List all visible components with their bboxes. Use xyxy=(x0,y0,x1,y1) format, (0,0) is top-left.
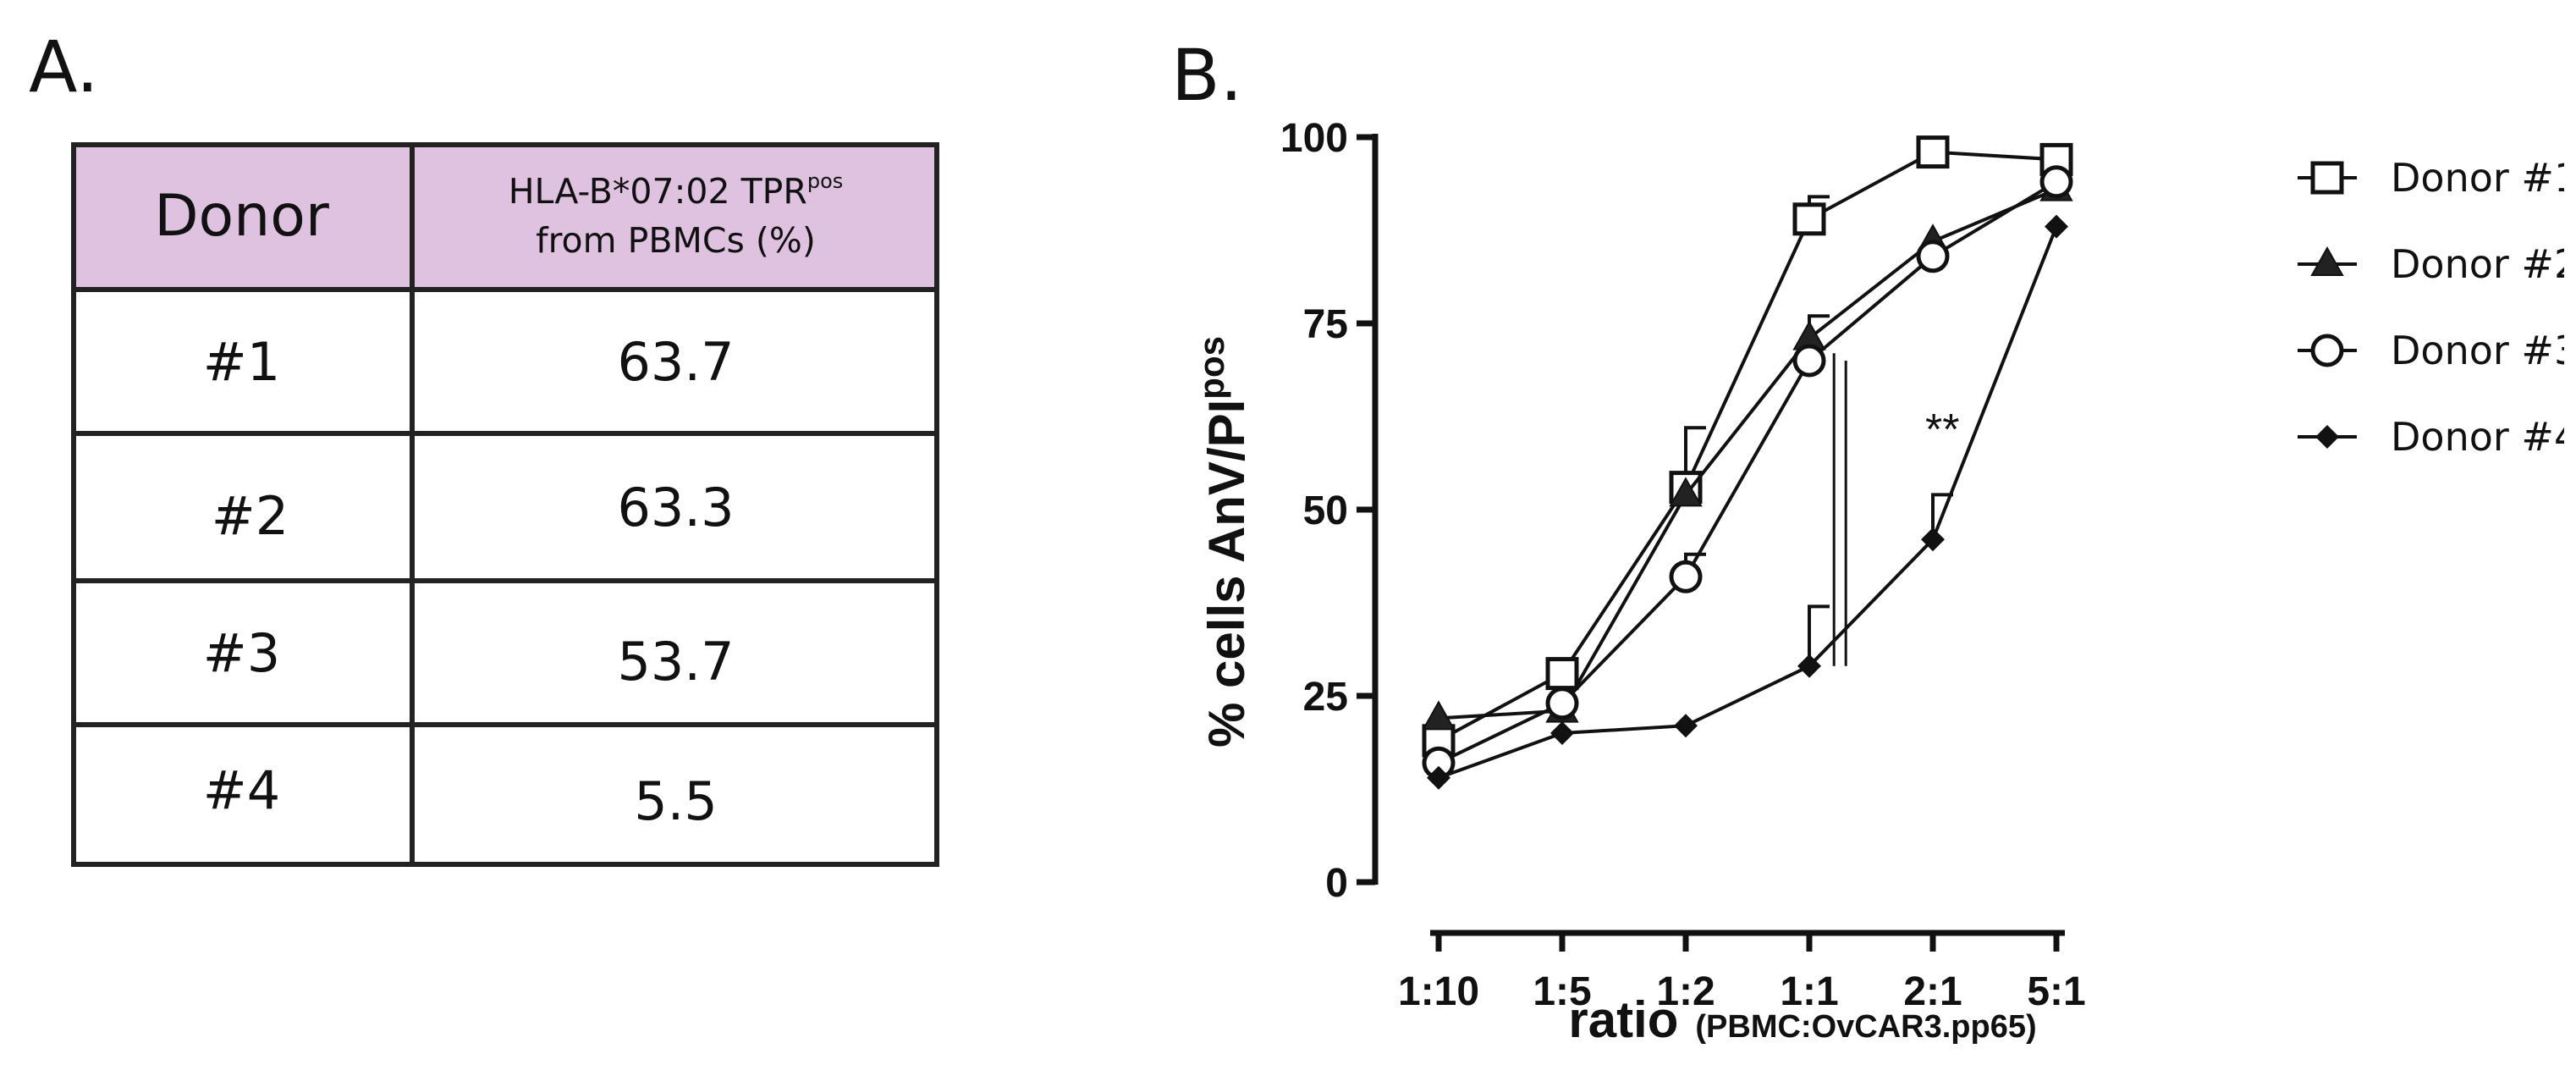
chart-ticks: 0 25 50 75 100 1:10 1:5 1:2 1:1 2:1 5:1 xyxy=(1280,116,2086,1014)
table-header-row: Donor HLA-B*07:02 TPRpos from PBMCs (%) xyxy=(71,142,939,290)
donor-value: 63.3 xyxy=(617,476,735,538)
table-row: #2 63.3 xyxy=(71,433,939,581)
x-axis-label-main: ratio xyxy=(1568,991,1678,1048)
chart-axes xyxy=(1372,134,2065,936)
y-tick-label: 0 xyxy=(1325,861,1348,906)
series-line xyxy=(1438,150,2057,742)
series-4 xyxy=(1427,214,2068,790)
legend-item: Donor #3 xyxy=(2298,328,2564,373)
table-divider xyxy=(71,287,939,292)
legend-marker xyxy=(2315,425,2339,449)
x-tick-label: 1:5 xyxy=(1533,969,1591,1014)
data-point xyxy=(1792,202,1826,236)
data-point xyxy=(1545,657,1579,691)
x-tick-label: 5:1 xyxy=(2027,969,2085,1014)
series-line xyxy=(1438,187,2057,720)
y-axis-label-main: % cells AnV/PI xyxy=(1198,400,1255,748)
header-donor: Donor xyxy=(71,142,412,290)
data-point xyxy=(1545,687,1579,720)
series-line xyxy=(1438,180,2058,765)
data-point xyxy=(1916,135,1950,169)
legend-label: Donor #1 xyxy=(2391,155,2564,201)
table-row: #1 63.7 xyxy=(71,290,939,433)
donor-value: 5.5 xyxy=(634,770,718,832)
data-point xyxy=(1669,560,1703,593)
table-divider xyxy=(71,431,939,436)
donor-id: #2 xyxy=(211,484,289,547)
series-line xyxy=(1438,225,2058,780)
table-border-right xyxy=(934,142,939,867)
x-tick-label: 1:2 xyxy=(1656,969,1715,1014)
table-border-top xyxy=(71,142,939,147)
legend-item: Donor #1 xyxy=(2298,155,2564,201)
header-tpr-sup: pos xyxy=(806,169,844,193)
data-point xyxy=(2045,214,2068,239)
data-point xyxy=(1916,240,1950,273)
header-tpr-line1: HLA-B*07:02 TPR xyxy=(508,171,807,212)
legend-marker xyxy=(2310,246,2344,276)
x-tick-label: 1:10 xyxy=(1398,969,1479,1014)
table-column-divider xyxy=(410,142,415,867)
y-axis-label-sup: pos xyxy=(1192,336,1231,400)
data-point xyxy=(1674,714,1698,738)
legend-label: Donor #3 xyxy=(2391,328,2564,373)
table-row: #3 53.7 xyxy=(71,581,939,725)
panel-a-label: A. xyxy=(29,25,99,108)
legend-marker xyxy=(2310,161,2344,195)
donor-table: Donor HLA-B*07:02 TPRpos from PBMCs (%) … xyxy=(71,142,939,867)
legend-label: Donor #4 xyxy=(2391,414,2564,460)
series-3 xyxy=(1422,165,2073,780)
table-row: #4 5.5 xyxy=(71,725,939,867)
data-point xyxy=(1550,721,1574,745)
series-2 xyxy=(1422,171,2073,731)
y-tick-label: 75 xyxy=(1303,302,1348,347)
table-border-left xyxy=(71,142,76,867)
data-point xyxy=(1422,700,1456,731)
x-tick-label: 1:1 xyxy=(1780,969,1838,1014)
header-tpr: HLA-B*07:02 TPRpos from PBMCs (%) xyxy=(412,142,939,290)
legend-marker xyxy=(2310,334,2344,367)
legend-item: Donor #2 xyxy=(2298,241,2564,287)
panel-b-label: B. xyxy=(1171,34,1243,117)
y-axis-label: % cells AnV/PIpos xyxy=(1192,336,1255,748)
x-axis-label: ratio (PBMC:OvCAR3.pp65) xyxy=(1568,991,2036,1048)
table-border-bottom xyxy=(71,862,939,867)
donor-value: 63.7 xyxy=(617,330,735,393)
donor-id: #3 xyxy=(202,621,281,684)
legend-label: Donor #2 xyxy=(2391,241,2564,287)
y-tick-label: 100 xyxy=(1280,116,1348,161)
x-axis-label-sub: (PBMC:OvCAR3.pp65) xyxy=(1695,1009,2036,1045)
x-tick-label: 2:1 xyxy=(1903,969,1962,1014)
table-divider xyxy=(71,578,939,583)
chart-series xyxy=(1422,135,2073,790)
table-divider xyxy=(71,722,939,727)
y-tick-label: 25 xyxy=(1303,675,1348,720)
data-point xyxy=(1427,765,1450,790)
data-point xyxy=(2039,165,2073,199)
data-point xyxy=(1669,477,1703,507)
legend-item: Donor #4 xyxy=(2298,414,2564,460)
significance-marker: ** xyxy=(1925,406,1959,455)
data-point xyxy=(1797,654,1821,678)
y-tick-label: 50 xyxy=(1303,488,1348,533)
data-point xyxy=(1792,344,1826,378)
donor-value: 53.7 xyxy=(617,630,735,693)
chart-legend: Donor #1 Donor #2 Donor #3 Donor #4 xyxy=(2298,155,2564,460)
header-tpr-line2: from PBMCs (%) xyxy=(536,220,816,261)
donor-id: #1 xyxy=(202,330,281,393)
data-point xyxy=(1921,527,1945,552)
donor-id: #4 xyxy=(202,759,281,821)
